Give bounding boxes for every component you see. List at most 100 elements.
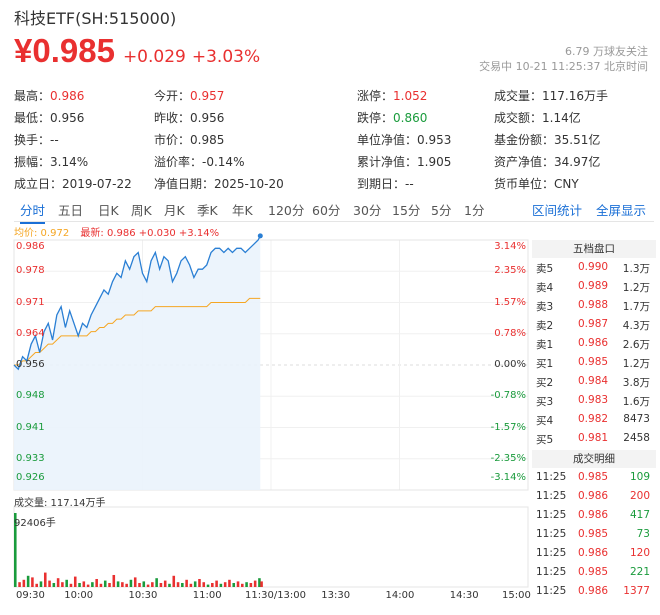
stat-value: -- [405, 177, 414, 191]
volume-bar [133, 577, 137, 587]
orderbook-price: 0.985 [578, 356, 609, 368]
stat-value: 3.14% [50, 155, 89, 169]
orderbook-row: 卖2 0.987 4.3万 [532, 315, 656, 334]
stat-label: 溢价率： [154, 155, 203, 169]
volume-bar [258, 578, 261, 587]
stat-label: 跌停： [357, 111, 394, 125]
orderbook-price: 0.982 [578, 413, 609, 425]
trade-row: 11:25 0.985 109 [532, 468, 656, 487]
trade-time: 11:25 [536, 547, 567, 559]
orderbook-volume: 2458 [623, 432, 650, 444]
stat-label: 换手： [14, 133, 51, 147]
tab-6[interactable]: 年K [232, 203, 253, 218]
stat-value: 2019-07-22 [62, 177, 132, 191]
orderbook-level: 买5 [536, 434, 554, 446]
trade-row: 11:25 0.985 221 [532, 563, 656, 582]
orderbook-level: 卖5 [536, 263, 554, 275]
tab-2[interactable]: 日K [98, 203, 119, 218]
trading-status: 交易中 10-21 11:25:37 北京时间 [479, 60, 648, 73]
x-tick-label: 15:00 [502, 590, 531, 601]
volume-bar [48, 580, 51, 587]
tab-7[interactable]: 120分 [268, 203, 305, 218]
orderbook-volume: 1.2万 [622, 282, 650, 294]
fullscreen-button[interactable]: 全屏显示 [596, 203, 647, 218]
volume-bar [181, 582, 184, 587]
volume-bar [116, 581, 120, 587]
y-tick-label: 0.978 [16, 265, 45, 277]
tab-12[interactable]: 1分 [464, 203, 485, 218]
volume-bar [189, 583, 193, 587]
stat-value: 0.985 [190, 133, 225, 147]
volume-bar [35, 583, 38, 587]
chart-legend: 均价: 0.972 最新: 0.986 +0.030 +3.14% [14, 224, 219, 239]
x-tick-label: 14:00 [385, 590, 415, 601]
tab-1[interactable]: 五日 [58, 203, 84, 218]
quote-stats: 最高：0.986 今开：0.957 涨停：1.052 成交量：117.16万手 最低：0… [14, 84, 654, 194]
tab-4[interactable]: 月K [164, 203, 185, 218]
tab-10[interactable]: 15分 [392, 203, 421, 218]
tab-8[interactable]: 60分 [312, 203, 341, 218]
stat-cell: 资产净值：34.97亿 [494, 153, 600, 170]
pct-tick-label: -0.78% [490, 390, 526, 402]
orderbook-level: 卖2 [536, 320, 554, 332]
stat-cell: 成交额：1.14亿 [494, 109, 581, 126]
stat-cell: 最高：0.986 [14, 87, 84, 104]
orderbook-row: 买3 0.983 1.6万 [532, 391, 656, 410]
trade-row: 11:25 0.986 120 [532, 544, 656, 563]
range-stats-button[interactable]: 区间统计 [532, 203, 583, 218]
orderbook-price: 0.983 [578, 394, 609, 406]
stat-value: CNY [554, 177, 579, 191]
volume-bar [159, 582, 163, 587]
orderbook-row: 买5 0.981 2458 [532, 429, 656, 448]
volume-bar [163, 580, 167, 587]
tab-9[interactable]: 30分 [353, 203, 382, 218]
stat-label: 涨停： [357, 89, 394, 103]
stat-label: 单位净值： [357, 133, 418, 147]
orderbook-price: 0.986 [578, 337, 609, 349]
orderbook-title: 五档盘口 [532, 240, 656, 258]
volume-bar [39, 581, 43, 587]
orderbook-row: 卖5 0.990 1.3万 [532, 258, 656, 277]
stat-cell: 换手：-- [14, 131, 59, 148]
tab-11[interactable]: 5分 [431, 203, 452, 218]
x-tick-label: 11:30/13:00 [245, 590, 307, 601]
orderbook-panel: 五档盘口 卖5 0.990 1.3万 卖4 0.989 1.2万 卖3 0.988 1.7万 卖2… [532, 240, 656, 601]
volume-peak-label: 92406手 [14, 518, 56, 529]
stat-label: 资产净值： [494, 155, 555, 169]
trade-price: 0.986 [578, 585, 609, 597]
volume-bar [245, 582, 248, 587]
price-area [14, 235, 261, 490]
volume-label: 成交量: 117.14万手 [14, 498, 106, 509]
pct-tick-label: 2.35% [494, 265, 526, 277]
avg-price-legend: 均价: 0.972 [14, 228, 70, 239]
stat-label: 最高： [14, 89, 51, 103]
stats-row: 振幅：3.14% 溢价率：-0.14% 累计净值：1.905 资产净值：34.97亿 [14, 150, 654, 172]
tab-3[interactable]: 周K [131, 203, 152, 218]
followers-count[interactable]: 6.79 万球友关注 [565, 45, 648, 58]
volume-bar [185, 579, 188, 587]
stat-cell: 溢价率：-0.14% [154, 153, 244, 170]
stat-label: 最低： [14, 111, 51, 125]
tab-0[interactable]: 分时 [20, 200, 46, 224]
trade-volume: 221 [629, 566, 650, 578]
x-tick-label: 11:00 [192, 590, 222, 601]
orderbook-level: 买1 [536, 358, 554, 370]
volume-bar [241, 583, 244, 587]
volume-bar [151, 582, 154, 587]
volume-bar [198, 578, 201, 587]
tab-5[interactable]: 季K [197, 203, 218, 218]
stat-cell: 跌停：0.860 [357, 109, 427, 126]
volume-bar [65, 579, 68, 587]
price-change: +0.029 [122, 47, 186, 67]
volume-bar [82, 581, 86, 587]
trade-price: 0.986 [578, 490, 609, 502]
volume-bar [155, 578, 158, 587]
orderbook-level: 买2 [536, 377, 554, 389]
trade-row: 11:25 0.986 200 [532, 487, 656, 506]
volume-bar [73, 576, 77, 587]
orderbook-volume: 1.7万 [622, 301, 650, 313]
trade-volume: 120 [629, 547, 650, 559]
trade-row: 11:25 0.985 73 [532, 525, 656, 544]
orderbook-level: 卖4 [536, 282, 554, 294]
